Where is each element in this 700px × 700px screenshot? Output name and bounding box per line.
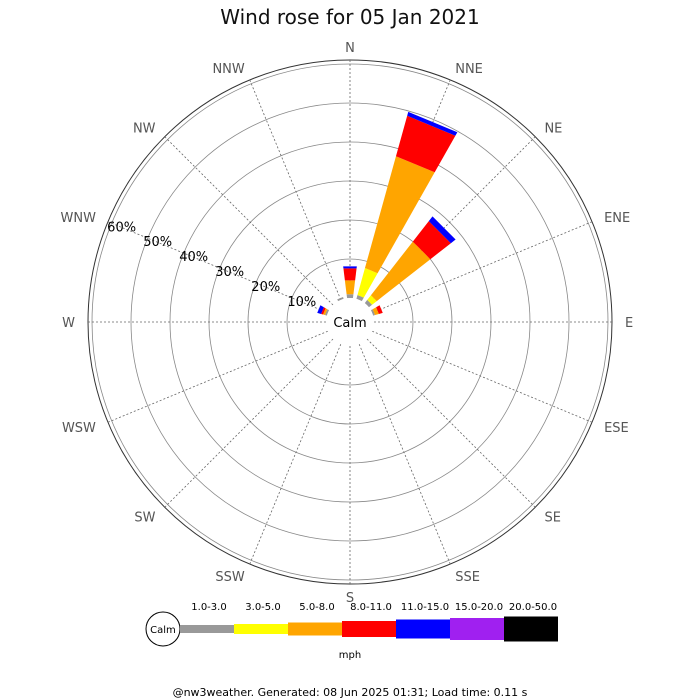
direction-label-ese: ESE (604, 421, 629, 436)
bar-n-11.0-15.0 (343, 266, 357, 269)
bar-wnw-11.0-15.0 (317, 305, 324, 314)
bar-wnw-1.0-3.0 (324, 309, 330, 316)
bar-ne-3.0-5.0 (367, 295, 377, 305)
bar-ne-5.0-8.0 (370, 241, 431, 302)
direction-labels: N NNE NE ENE E ESE SE SSE S SSW SW WSW W WNW NW NNW (60, 41, 633, 606)
wind-bars (317, 111, 458, 316)
direction-label-n: N (345, 41, 355, 56)
bar-ene-5.0-8.0 (372, 307, 379, 316)
bar-nne-3.0-5.0 (357, 268, 378, 298)
direction-label-ssw: SSW (215, 570, 245, 585)
bar-n-8.0-11.0 (343, 268, 357, 281)
bar-n-5.0-8.0 (344, 280, 356, 295)
speed-legend: Calm 1.0-3.0 3.0-5.0 5.0-8.0 8.0-11.0 11.0-15… (145, 602, 558, 661)
calm-label: Calm (333, 316, 366, 331)
direction-label-e: E (625, 316, 633, 331)
bar-nne-8.0-11.0 (395, 115, 456, 173)
bar-nne-5.0-8.0 (364, 156, 435, 274)
legend-swatch-8.0-11.0 (342, 621, 396, 637)
bar-wnw-8.0-11.0 (321, 307, 326, 315)
legend-bin-label: 1.0-3.0 (191, 602, 226, 613)
radial-tick-label: 10% (287, 295, 316, 310)
radial-tick-label: 20% (251, 280, 280, 295)
legend-bin-label: 3.0-5.0 (245, 602, 280, 613)
legend-swatch-5.0-8.0 (288, 622, 342, 636)
legend-swatch-20.0-50.0 (504, 616, 558, 642)
grid-ring (130, 102, 570, 542)
bar-ene-1.0-3.0 (370, 309, 376, 316)
chart-title: Wind rose for 05 Jan 2021 (220, 5, 479, 29)
direction-label-nw: NW (133, 122, 156, 137)
legend-swatch-15.0-20.0 (450, 618, 504, 640)
bar-nne-11.0-15.0 (407, 111, 458, 136)
legend-bin-label: 8.0-11.0 (350, 602, 392, 613)
grid-ring (286, 258, 414, 386)
radial-tick-label: 50% (143, 235, 172, 250)
direction-label-w: W (62, 316, 75, 331)
direction-label-wnw: WNW (60, 211, 96, 226)
direction-label-ene: ENE (604, 211, 630, 226)
direction-label-wsw: WSW (62, 421, 96, 436)
radial-tick-labels: 10% 20% 30% 40% 50% 60% (107, 220, 316, 310)
bar-ne-11.0-15.0 (428, 216, 456, 244)
bar-wnw-5.0-8.0 (323, 308, 328, 316)
direction-label-nnw: NNW (212, 62, 244, 77)
bar-ene-8.0-11.0 (376, 305, 383, 314)
bar-ne-8.0-11.0 (412, 221, 451, 260)
direction-label-sw: SW (134, 510, 155, 525)
bar-n-1.0-3.0 (346, 294, 354, 299)
legend-swatch-1.0-3.0 (180, 625, 234, 633)
radial-tick-label: 60% (107, 220, 136, 235)
radial-tick-label: 40% (179, 250, 208, 265)
direction-label-sse: SSE (455, 570, 480, 585)
bar-nnw-1.0-3.0 (337, 296, 344, 302)
legend-calm-label: Calm (150, 625, 176, 636)
legend-bin-label: 15.0-20.0 (455, 602, 503, 613)
legend-swatch-11.0-15.0 (396, 619, 450, 639)
bar-ne-1.0-3.0 (364, 299, 373, 308)
legend-bin-label: 5.0-8.0 (299, 602, 334, 613)
legend-bin-label: 20.0-50.0 (509, 602, 557, 613)
direction-label-se: SE (544, 510, 560, 525)
footer-text: @nw3weather. Generated: 08 Jun 2025 01:3… (173, 686, 528, 699)
calm-center (326, 298, 374, 346)
direction-label-nne: NNE (455, 62, 483, 77)
legend-swatch-3.0-5.0 (234, 624, 288, 634)
legend-unit: mph (339, 650, 361, 661)
direction-label-s: S (346, 591, 354, 606)
radial-tick-label: 30% (215, 265, 244, 280)
legend-bin-label: 11.0-15.0 (401, 602, 449, 613)
direction-label-ne: NE (544, 122, 562, 137)
